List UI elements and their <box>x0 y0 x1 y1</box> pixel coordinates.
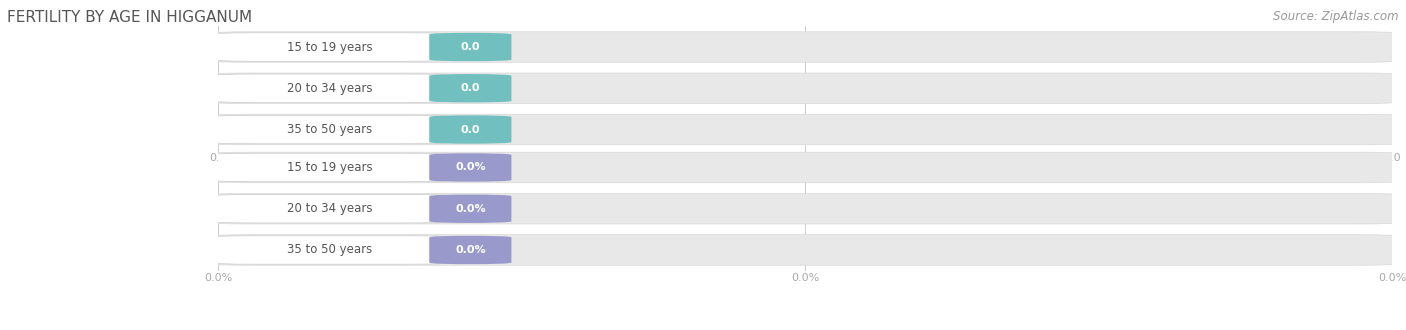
FancyBboxPatch shape <box>207 73 1402 104</box>
FancyBboxPatch shape <box>209 115 450 144</box>
Text: 35 to 50 years: 35 to 50 years <box>287 244 373 256</box>
Text: 15 to 19 years: 15 to 19 years <box>287 41 373 53</box>
FancyBboxPatch shape <box>429 194 512 223</box>
Text: 35 to 50 years: 35 to 50 years <box>287 123 373 136</box>
FancyBboxPatch shape <box>209 33 450 61</box>
FancyBboxPatch shape <box>207 193 1402 224</box>
FancyBboxPatch shape <box>429 153 512 182</box>
Text: 15 to 19 years: 15 to 19 years <box>287 161 373 174</box>
FancyBboxPatch shape <box>207 235 1402 265</box>
FancyBboxPatch shape <box>429 33 512 61</box>
Text: FERTILITY BY AGE IN HIGGANUM: FERTILITY BY AGE IN HIGGANUM <box>7 10 252 25</box>
Text: Source: ZipAtlas.com: Source: ZipAtlas.com <box>1274 10 1399 23</box>
Text: 0.0: 0.0 <box>461 42 479 52</box>
FancyBboxPatch shape <box>209 153 450 182</box>
FancyBboxPatch shape <box>207 114 1402 145</box>
FancyBboxPatch shape <box>209 194 450 223</box>
FancyBboxPatch shape <box>207 152 1402 183</box>
FancyBboxPatch shape <box>207 32 1402 62</box>
FancyBboxPatch shape <box>429 115 512 144</box>
Text: 0.0: 0.0 <box>461 83 479 93</box>
Text: 0.0: 0.0 <box>461 124 479 135</box>
FancyBboxPatch shape <box>429 74 512 103</box>
Text: 0.0%: 0.0% <box>456 162 485 173</box>
Text: 0.0%: 0.0% <box>456 245 485 255</box>
Text: 0.0%: 0.0% <box>456 204 485 214</box>
Text: 20 to 34 years: 20 to 34 years <box>287 202 373 215</box>
FancyBboxPatch shape <box>429 236 512 264</box>
FancyBboxPatch shape <box>209 236 450 264</box>
Text: 20 to 34 years: 20 to 34 years <box>287 82 373 95</box>
FancyBboxPatch shape <box>209 74 450 103</box>
